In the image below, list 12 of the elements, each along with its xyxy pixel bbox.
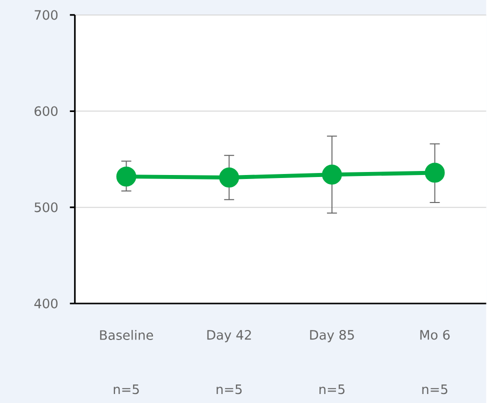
text: n=5 bbox=[422, 384, 448, 394]
y-tick-label: 700 bbox=[34, 10, 58, 20]
x-tick-label: Baseline bbox=[100, 330, 154, 340]
y-tick-label: 500 bbox=[34, 202, 58, 212]
x-tick-label: Day 42 bbox=[207, 330, 251, 342]
text: n=5 bbox=[319, 384, 344, 394]
x-tick-label: Mo 6 bbox=[420, 330, 450, 340]
y-tick-label: 400 bbox=[34, 298, 58, 308]
text: n=5 bbox=[216, 384, 242, 394]
x-tick-label: Day 85 bbox=[310, 330, 354, 342]
text: n=5 bbox=[114, 384, 139, 394]
y-tick-label: 600 bbox=[34, 106, 58, 116]
